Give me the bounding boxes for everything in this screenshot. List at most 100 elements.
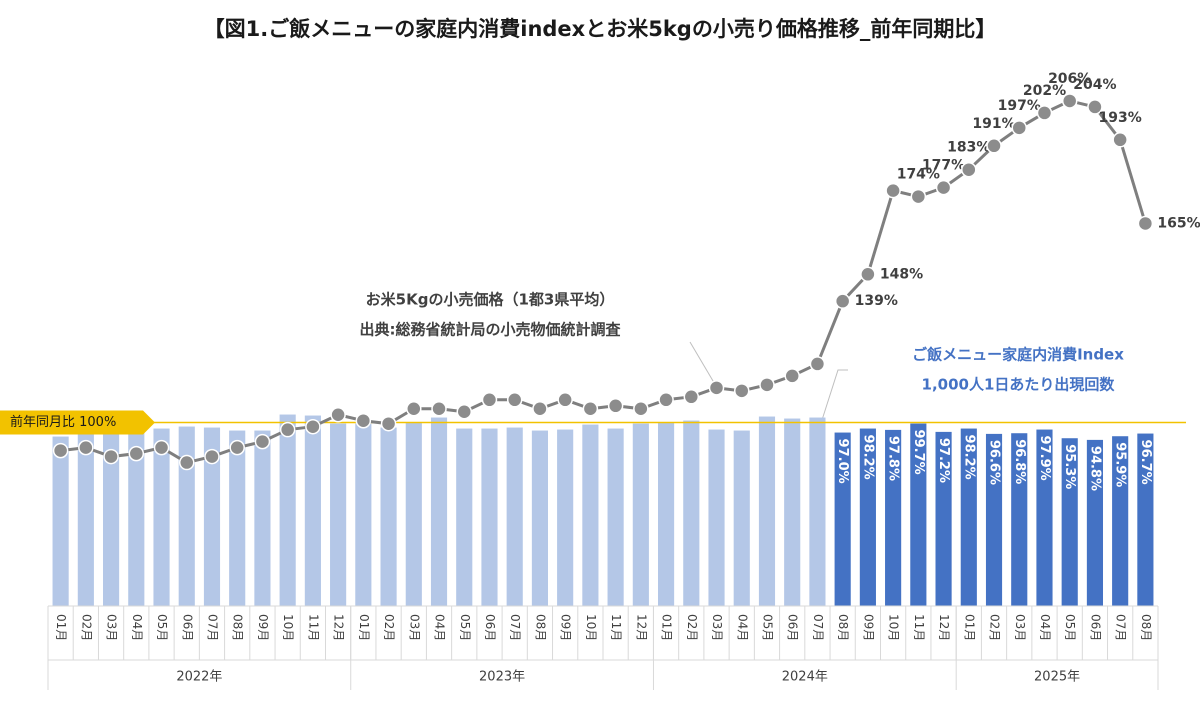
- bar: [557, 429, 574, 606]
- bar: [1086, 439, 1104, 606]
- bar: [683, 420, 700, 606]
- x-tick-label: 06月: [483, 614, 497, 641]
- x-tick-label: 07月: [811, 614, 825, 641]
- line-marker: [279, 421, 296, 438]
- line-marker: [406, 401, 422, 417]
- x-tick-label: 04月: [735, 614, 749, 641]
- bar-value-label: 98.2%: [961, 435, 976, 480]
- bar: [733, 430, 750, 606]
- bar: [859, 428, 876, 606]
- bar: [531, 430, 549, 606]
- chart-title: 【図1.ご飯メニューの家庭内消費indexとお米5kgの小売り価格推移_前年同期…: [204, 17, 997, 41]
- bar-value-label: 97.8%: [886, 436, 901, 481]
- line-marker: [1137, 215, 1154, 232]
- line-marker: [153, 439, 170, 456]
- line-value-label: 202%: [1023, 83, 1066, 99]
- line-marker: [1011, 120, 1027, 136]
- bar-value-label: 95.3%: [1062, 444, 1077, 489]
- bar-value-label: 96.7%: [1138, 440, 1153, 485]
- bar: [758, 416, 776, 606]
- x-tick-label: 03月: [710, 614, 724, 641]
- line-value-label: 204%: [1073, 77, 1116, 93]
- group-label: 2022年: [176, 670, 222, 685]
- x-tick-label: 02月: [382, 614, 396, 641]
- line-value-label: 183%: [947, 140, 990, 156]
- x-tick-label: 03月: [407, 614, 421, 641]
- line-marker: [961, 161, 977, 178]
- x-tick-label: 10月: [887, 614, 901, 641]
- bar-value-label: 97.2%: [936, 438, 951, 483]
- x-tick-label: 05月: [155, 614, 169, 641]
- bar: [153, 428, 170, 606]
- line-marker: [633, 401, 649, 417]
- x-tick-label: 07月: [508, 614, 522, 641]
- group-label: 2023年: [479, 670, 525, 685]
- line-marker: [355, 412, 372, 429]
- line-marker: [78, 439, 94, 456]
- bar-value-label: 96.6%: [987, 440, 1002, 485]
- x-tick-label: 11月: [912, 614, 926, 641]
- bar-value-label: 97.9%: [1037, 436, 1052, 481]
- bar: [1137, 433, 1154, 606]
- bar: [784, 418, 801, 606]
- line-marker: [784, 368, 800, 384]
- bar: [355, 423, 372, 606]
- reference-label: 前年同月比 100%: [10, 414, 116, 430]
- x-tick-label: 12月: [937, 614, 951, 641]
- x-tick-label: 08月: [1139, 614, 1153, 641]
- bar: [430, 417, 448, 606]
- bar: [405, 422, 422, 606]
- bar: [254, 430, 271, 606]
- x-tick-label: 04月: [1038, 614, 1052, 641]
- line-marker: [204, 448, 220, 465]
- bar-value-label: 96.8%: [1012, 439, 1027, 484]
- line-marker: [809, 356, 826, 372]
- line-marker: [456, 404, 472, 420]
- line-marker: [759, 377, 775, 393]
- line-marker: [380, 415, 397, 432]
- x-tick-label: 06月: [180, 614, 194, 641]
- annotation: 1,000人1日あたり出現回数: [922, 376, 1116, 394]
- annotation: ご飯メニュー家庭内消費Index: [912, 346, 1124, 364]
- bar: [809, 417, 826, 606]
- x-tick-label: 05月: [1063, 614, 1077, 641]
- x-tick-label: 07月: [1114, 614, 1128, 641]
- line-marker: [658, 392, 674, 408]
- leader-line: [821, 369, 848, 421]
- x-tick-label: 11月: [609, 614, 623, 641]
- bar: [128, 432, 145, 606]
- line-marker: [128, 445, 145, 462]
- x-tick-label: 10月: [281, 614, 295, 641]
- leader-line: [689, 341, 717, 387]
- bar: [1011, 433, 1028, 606]
- x-tick-label: 02月: [685, 614, 699, 641]
- x-tick-label: 03月: [1013, 614, 1027, 641]
- bar-value-label: 99.7%: [911, 430, 926, 475]
- bar: [582, 424, 599, 606]
- line-marker: [860, 266, 876, 283]
- x-tick-label: 01月: [660, 614, 674, 641]
- line-marker: [708, 380, 725, 396]
- bar: [657, 422, 675, 606]
- x-tick-label: 06月: [786, 614, 800, 641]
- line-marker: [254, 433, 271, 450]
- line-marker: [305, 418, 321, 435]
- bar: [935, 431, 952, 606]
- bar: [910, 423, 927, 606]
- line-value-label: 139%: [855, 293, 898, 309]
- bar: [330, 423, 347, 606]
- bar: [607, 428, 624, 606]
- bar: [380, 427, 397, 606]
- x-tick-label: 08月: [231, 614, 245, 641]
- line-marker: [734, 383, 750, 399]
- line-marker: [885, 182, 901, 199]
- line-value-label: 206%: [1048, 71, 1091, 87]
- line-marker: [834, 293, 851, 309]
- group-label: 2025年: [1034, 670, 1080, 685]
- x-tick-label: 08月: [533, 614, 547, 641]
- x-tick-label: 11月: [306, 614, 320, 641]
- bar: [481, 428, 498, 606]
- line-marker: [532, 401, 548, 417]
- bar: [203, 427, 221, 606]
